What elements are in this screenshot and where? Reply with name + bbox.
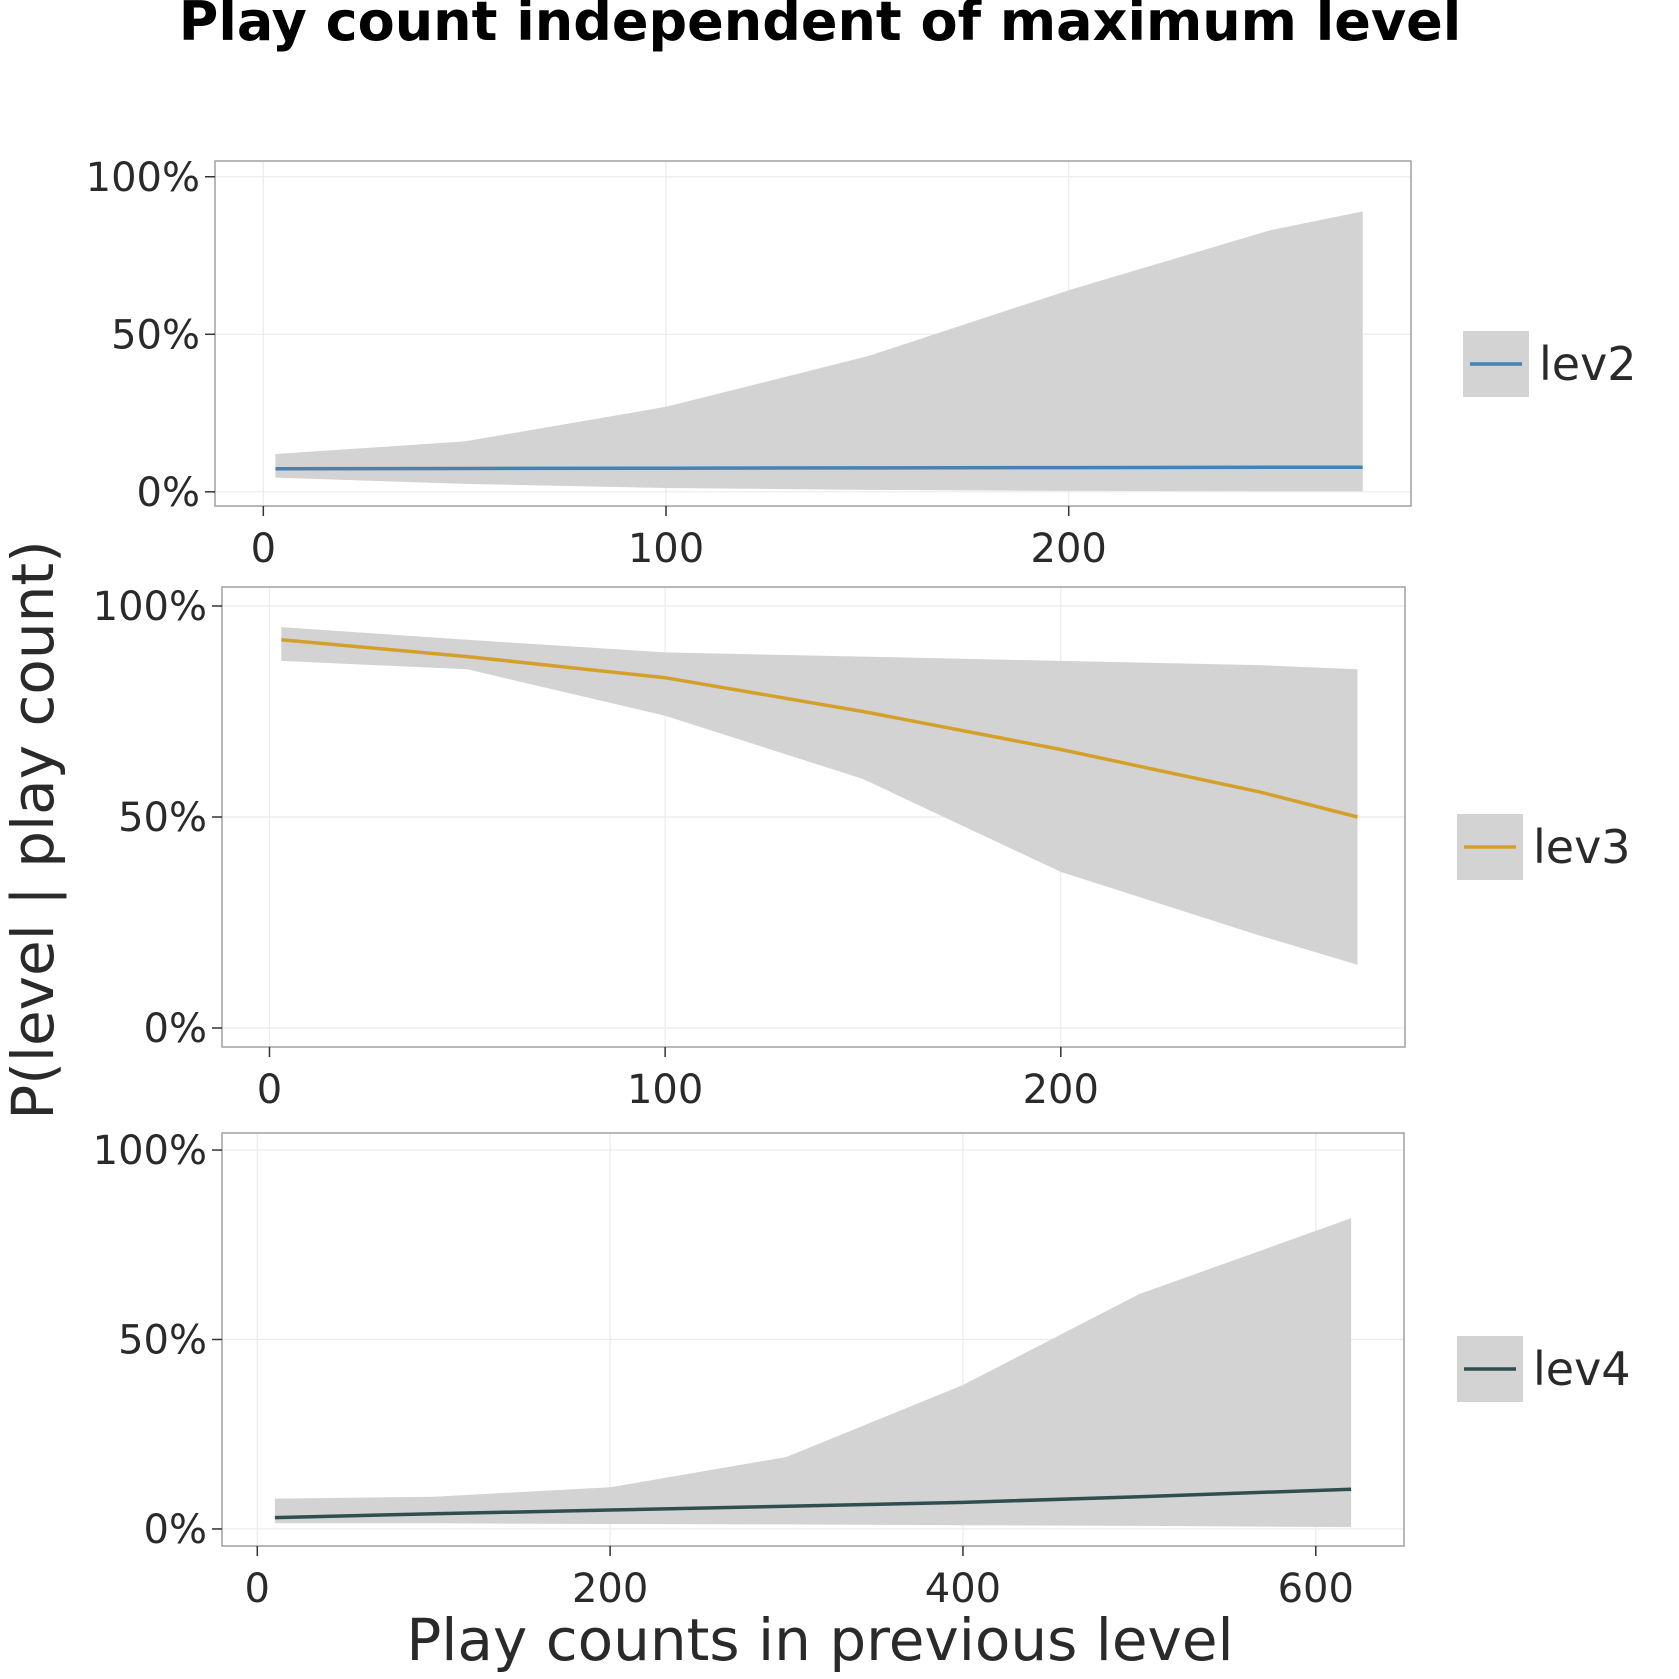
y-tick-label: 50% xyxy=(118,1318,207,1364)
y-tick-label: 100% xyxy=(86,155,200,201)
x-tick-label: 0 xyxy=(245,1566,270,1612)
confidence-band xyxy=(274,1218,1352,1528)
y-tick-label: 0% xyxy=(144,1507,207,1553)
x-tick-label: 200 xyxy=(572,1566,648,1612)
x-tick-label: 400 xyxy=(925,1566,1001,1612)
legend-label: lev3 xyxy=(1533,820,1631,874)
x-tick-label: 0 xyxy=(257,1067,282,1113)
y-tick-label: 100% xyxy=(93,584,207,630)
panels: 0% 50% 100% 0 100 200 lev2 0% 50% 100% 0 100 200 lev3… xyxy=(86,155,1637,1612)
x-tick-label: 200 xyxy=(1023,1067,1099,1113)
legend-lev4: lev4 xyxy=(1457,1336,1631,1402)
y-tick-label: 100% xyxy=(93,1128,207,1174)
x-tick-label: 600 xyxy=(1278,1566,1354,1612)
legend-lev3: lev3 xyxy=(1457,814,1631,880)
x-tick-label: 100 xyxy=(628,526,704,572)
panel-lev4: 0% 50% 100% 0 200 400 600 lev4 xyxy=(93,1128,1631,1612)
x-tick-label: 100 xyxy=(627,1067,703,1113)
y-tick-label: 50% xyxy=(118,795,207,841)
x-tick-label: 200 xyxy=(1031,526,1107,572)
panel-lev3: 0% 50% 100% 0 100 200 lev3 xyxy=(93,584,1631,1113)
series-line-lev2 xyxy=(275,465,1363,471)
series-line-lev4 xyxy=(274,1487,1352,1520)
legend-label: lev4 xyxy=(1533,1342,1631,1396)
confidence-band xyxy=(275,211,1363,492)
legend-label: lev2 xyxy=(1539,337,1637,391)
x-tick-label: 0 xyxy=(251,526,276,572)
y-tick-label: 50% xyxy=(111,312,200,358)
legend-lev2: lev2 xyxy=(1463,331,1637,397)
panel-border xyxy=(214,160,1412,507)
confidence-band xyxy=(281,627,1358,965)
chart-title: Play count independent of maximum level xyxy=(179,0,1461,53)
y-tick-label: 0% xyxy=(144,1006,207,1052)
y-tick-label: 0% xyxy=(137,470,200,516)
series-line-lev3 xyxy=(281,638,1358,819)
x-axis-title: Play counts in previous level xyxy=(406,1606,1233,1674)
panel-lev2: 0% 50% 100% 0 100 200 lev2 xyxy=(86,155,1637,572)
y-axis-title: P(level | play count) xyxy=(0,540,67,1119)
